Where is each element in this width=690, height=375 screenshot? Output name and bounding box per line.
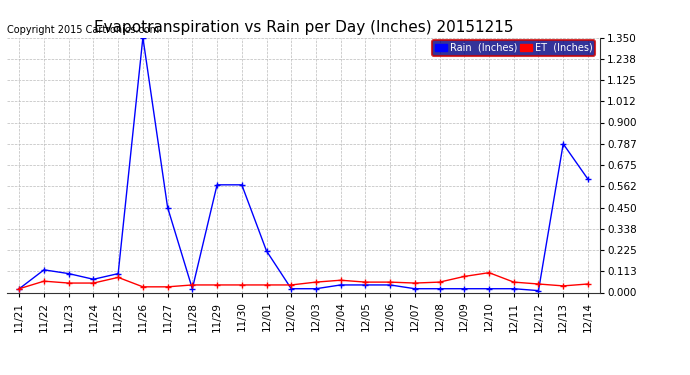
Title: Evapotranspiration vs Rain per Day (Inches) 20151215: Evapotranspiration vs Rain per Day (Inch… [94, 20, 513, 35]
Legend: Rain  (Inches), ET  (Inches): Rain (Inches), ET (Inches) [433, 40, 595, 56]
Text: Copyright 2015 Cartronics.com: Copyright 2015 Cartronics.com [7, 25, 159, 35]
